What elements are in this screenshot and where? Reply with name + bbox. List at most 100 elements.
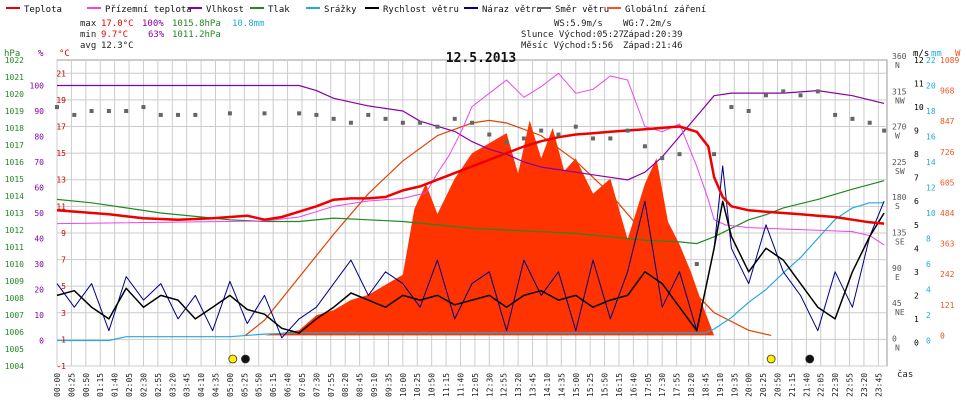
wind-speed-tick-label: 9: [914, 127, 919, 136]
x-tick-label: 02:55: [154, 373, 163, 397]
temperature-tick-label: 5: [61, 282, 66, 291]
humidity-tick-label: 60: [34, 184, 44, 193]
wind-direction-point: [539, 128, 544, 133]
x-axis: 00:00 00:25 00:50 01:15 01:40 02:05 02:30 02:55…: [53, 373, 883, 397]
stats-avg-label: avg: [80, 41, 96, 51]
wind-dir-tick-label: E: [895, 273, 900, 282]
pressure-tick-label: 1012: [5, 226, 24, 235]
x-tick-label: 08:20: [341, 373, 350, 397]
x-tick-label: 13:45: [529, 373, 538, 397]
wind-dir-tick-label: N: [895, 343, 900, 352]
series-line-teplota: [56, 125, 885, 225]
x-tick-label: 07:05: [298, 373, 307, 397]
x-tick-label: 12:30: [485, 373, 494, 397]
x-tick-label: 04:10: [197, 373, 206, 397]
wind-speed-tick-label: 8: [914, 150, 919, 159]
x-tick-label: 07:55: [327, 373, 336, 397]
wind-speed-tick-label: 0: [914, 338, 919, 347]
wind-direction-point: [521, 136, 526, 141]
stats-max-label: max: [80, 19, 97, 29]
sun-set-time: Západ:20:39: [623, 30, 683, 40]
pressure-tick-label: 1020: [5, 90, 24, 99]
wind-direction-point: [556, 132, 561, 137]
temperature-tick-label: 7: [61, 256, 66, 265]
solar-tick-label: 242: [940, 270, 955, 279]
x-tick-label: 21:40: [802, 373, 811, 397]
unit-pct: %: [38, 49, 44, 59]
solar-tick-label: 968: [940, 87, 955, 96]
humidity-tick-label: 50: [34, 209, 44, 218]
x-tick-label: 06:15: [269, 373, 278, 397]
wind-direction-point: [227, 111, 232, 116]
wind-dir-tick-label: S: [895, 202, 900, 211]
pressure-tick-label: 1014: [5, 192, 24, 201]
x-tick-label: 14:35: [557, 373, 566, 397]
x-tick-label: 16:15: [615, 373, 624, 397]
x-tick-label: 20:00: [745, 373, 754, 397]
x-tick-label: 08:45: [356, 373, 365, 397]
x-tick-label: 09:35: [384, 373, 393, 397]
wind-direction-point: [746, 109, 751, 113]
x-tick-label: 00:25: [67, 373, 76, 397]
moon-set-time: Západ:21:46: [623, 41, 683, 51]
event-marker-moonrise: [228, 354, 238, 364]
wind-direction-point: [712, 152, 717, 157]
x-tick-label: 20:50: [773, 373, 782, 397]
x-tick-label: 17:05: [644, 373, 653, 397]
wind-dir-tick-label: 90: [892, 264, 902, 273]
x-tick-label: 15:00: [572, 373, 581, 397]
pressure-tick-label: 1015: [5, 175, 24, 184]
wind-speed-tick-label: 5: [914, 221, 919, 230]
series-layer: [55, 72, 887, 342]
rain-tick-label: 8: [926, 235, 931, 244]
wind-speed-tick-label: 12: [914, 56, 924, 65]
temperature-tick-label: 9: [61, 229, 66, 238]
wind-direction-point: [867, 120, 872, 125]
x-tick-label: 06:40: [284, 373, 293, 397]
temperature-tick-label: 13: [56, 176, 66, 185]
event-marker-sunset: [766, 354, 776, 364]
wind-direction-point: [694, 262, 699, 266]
wind-direction-point: [314, 112, 319, 117]
humidity-tick-label: 20: [34, 286, 44, 295]
pressure-tick-label: 1018: [5, 124, 24, 133]
pressure-tick-label: 1004: [5, 362, 24, 371]
wind-dir-tick-label: N: [895, 61, 900, 70]
humidity-tick-label: 70: [34, 158, 44, 167]
wind-dir-tick-label: 360: [892, 52, 907, 61]
pressure-tick-label: 1010: [5, 260, 24, 269]
x-tick-label: 00:50: [82, 373, 91, 397]
stats-max-hum: 100%: [142, 19, 164, 29]
x-tick-label: 16:40: [629, 373, 638, 397]
legend-label: Rychlost větru: [383, 5, 459, 15]
pressure-tick-label: 1022: [5, 56, 24, 65]
rain-tick-label: 10: [926, 209, 936, 218]
wind-direction-point: [850, 116, 855, 121]
rain-tick-label: 0: [926, 337, 931, 346]
stats-avg-temp: 12.3°C: [101, 41, 134, 51]
right-axes: 0N45NE90E135SE180S225SW270W315NW360N0246…: [892, 52, 959, 352]
wind-dir-tick-label: SW: [895, 167, 905, 176]
x-tick-label: 15:50: [601, 373, 610, 397]
wind-direction-point: [141, 105, 146, 110]
solar-tick-label: 363: [940, 240, 955, 249]
wind-direction-point: [297, 111, 302, 116]
pressure-tick-label: 1007: [5, 311, 24, 320]
x-tick-label: 17:30: [658, 373, 667, 397]
unit-wm2: W: [955, 49, 961, 59]
stats-rain-total: 10.8mm: [232, 19, 265, 29]
temperature-tick-label: 15: [56, 149, 66, 158]
wind-direction-point: [106, 109, 111, 113]
sun-times: Slunce Východ:05:27: [521, 30, 624, 40]
wind-direction-point: [608, 136, 613, 141]
rain-tick-label: 18: [926, 107, 936, 116]
wind-direction-point: [729, 105, 734, 110]
x-tick-label: 23:45: [874, 373, 883, 397]
series-line-srážky: [57, 202, 885, 342]
solar-tick-label: 484: [940, 209, 955, 218]
wind-direction-point: [55, 105, 59, 110]
x-tick-label: 12:55: [500, 373, 509, 397]
wind-dir-tick-label: NE: [895, 308, 905, 317]
temperature-tick-label: 1: [61, 335, 66, 344]
x-tick-label: 05:25: [240, 373, 249, 397]
